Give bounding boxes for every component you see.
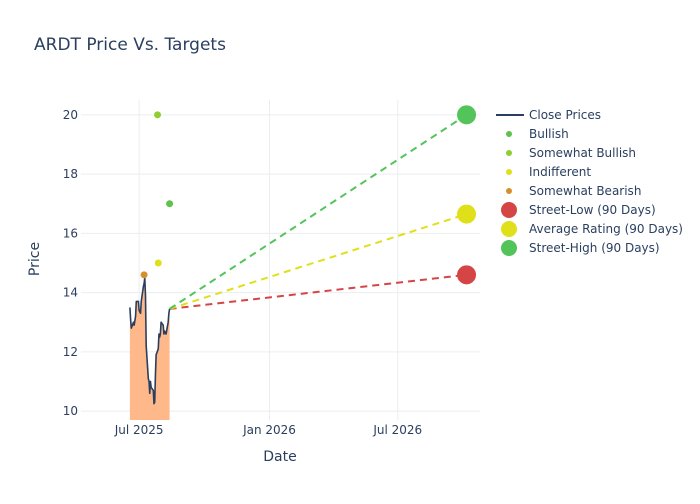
target-point [457, 204, 477, 224]
legend-item[interactable]: Average Rating (90 Days) [501, 221, 683, 237]
y-tick-label: 10 [63, 404, 78, 418]
legend[interactable]: Close Prices Bullish Somewhat Bullish Indif… [496, 108, 683, 256]
target-line [169, 213, 467, 310]
legend-label: Somewhat Bearish [529, 184, 641, 198]
legend-swatch-dot [506, 169, 512, 175]
legend-label: Street-Low (90 Days) [529, 203, 656, 217]
close-price-area [129, 277, 170, 420]
rating-point [154, 111, 162, 119]
chart-title: ARDT Price Vs. Targets [34, 35, 226, 55]
close-price-fill [129, 277, 170, 420]
rating-point [166, 200, 174, 208]
target-line [169, 273, 467, 310]
legend-label: Average Rating (90 Days) [529, 222, 683, 236]
legend-item[interactable]: Street-High (90 Days) [501, 240, 660, 256]
y-axis-title: Price [27, 242, 43, 276]
rating-point [140, 271, 148, 279]
legend-swatch-dot [506, 150, 512, 156]
analyst-rating-points [140, 111, 174, 279]
y-tick-label: 18 [63, 167, 78, 181]
legend-item[interactable]: Indifferent [506, 165, 591, 179]
target-endpoints [457, 105, 477, 285]
legend-swatch-dot [506, 131, 512, 137]
legend-swatch-dot [506, 188, 512, 194]
legend-label: Street-High (90 Days) [529, 241, 660, 255]
legend-item[interactable]: Somewhat Bearish [506, 184, 641, 198]
rating-point [154, 259, 162, 267]
target-lines [169, 113, 468, 310]
legend-swatch-dot [501, 240, 517, 256]
x-tick-label: Jul 2025 [114, 423, 164, 437]
legend-item[interactable]: Close Prices [496, 108, 601, 122]
target-point [457, 105, 477, 125]
legend-label: Somewhat Bullish [529, 146, 636, 160]
close-price-line-group [129, 276, 171, 405]
axes: Jul 2025 Jan 2026 Jul 2026 10 12 14 16 18 20 [63, 108, 422, 437]
target-point [457, 265, 477, 285]
y-tick-label: 16 [63, 226, 78, 240]
legend-label: Bullish [529, 127, 569, 141]
close-price-line [129, 276, 171, 405]
y-tick-label: 14 [63, 286, 78, 300]
x-tick-label: Jul 2026 [372, 423, 422, 437]
legend-label: Close Prices [529, 108, 601, 122]
legend-label: Indifferent [529, 165, 591, 179]
x-tick-label: Jan 2026 [242, 423, 296, 437]
legend-swatch-dot [501, 221, 517, 237]
legend-item[interactable]: Somewhat Bullish [506, 146, 636, 160]
y-tick-label: 20 [63, 108, 78, 122]
legend-item[interactable]: Bullish [506, 127, 569, 141]
x-axis-title: Date [263, 449, 296, 465]
y-tick-label: 12 [63, 345, 78, 359]
legend-item[interactable]: Street-Low (90 Days) [501, 202, 656, 218]
legend-swatch-dot [501, 202, 517, 218]
